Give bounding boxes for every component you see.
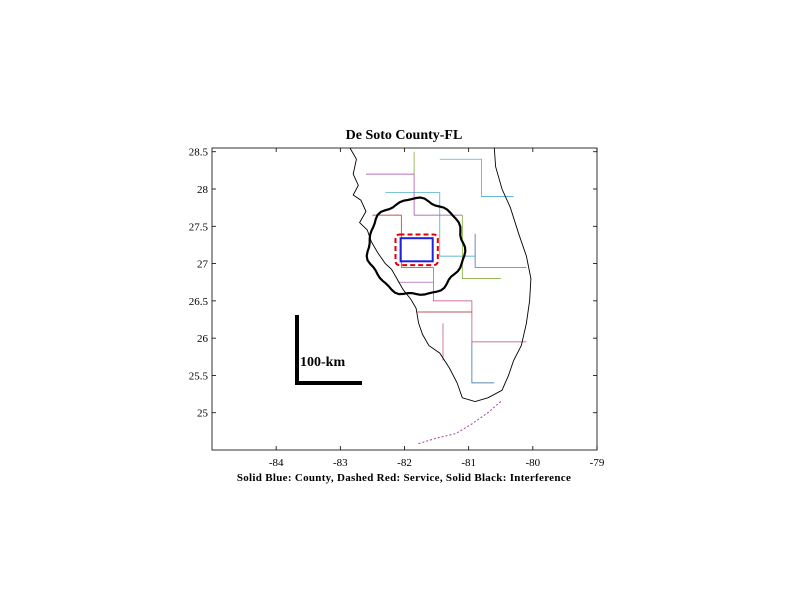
x-tick-label: -81 [461, 457, 476, 469]
service-area-box [394, 233, 439, 267]
y-tick-label: 26.5 [189, 296, 209, 308]
x-tick-label: -83 [333, 457, 348, 469]
county-border-line [461, 215, 501, 279]
y-tick-label: 28.5 [189, 147, 209, 159]
y-tick-label: 28 [197, 184, 209, 196]
county-box [399, 237, 434, 263]
plot-frame [211, 147, 598, 451]
coastline-east [487, 147, 532, 399]
county-border-line [471, 341, 495, 384]
county-border-line [474, 233, 527, 268]
legend-caption: Solid Blue: County, Dashed Red: Service,… [237, 472, 571, 484]
county-border-line [366, 173, 463, 216]
coastline [349, 147, 532, 445]
scale-bar-label: 100-km [300, 355, 345, 370]
x-tick-label: -79 [590, 457, 605, 469]
y-axis: 28.5 28 27.5 27 26.5 26 25.5 25 [189, 147, 597, 420]
x-tick-label: -84 [269, 457, 284, 469]
y-tick-label: 27.5 [189, 221, 209, 233]
interference-contour [365, 196, 467, 296]
county-borders [366, 151, 527, 384]
y-tick-label: 27 [197, 259, 209, 271]
coastline-west [349, 147, 489, 402]
y-tick-label: 25.5 [189, 370, 209, 382]
chart-title: De Soto County-FL [346, 128, 463, 143]
county-border-line [433, 267, 527, 343]
x-tick-label: -80 [525, 457, 540, 469]
scale-bar: 100-km [295, 315, 362, 385]
y-tick-label: 26 [197, 333, 209, 345]
x-tick-label: -82 [397, 457, 412, 469]
y-tick-label: 25 [197, 408, 209, 420]
county-border-line [439, 158, 514, 197]
x-axis: -84 -83 -82 -81 -80 -79 [269, 148, 605, 469]
county-border-line [385, 192, 476, 257]
